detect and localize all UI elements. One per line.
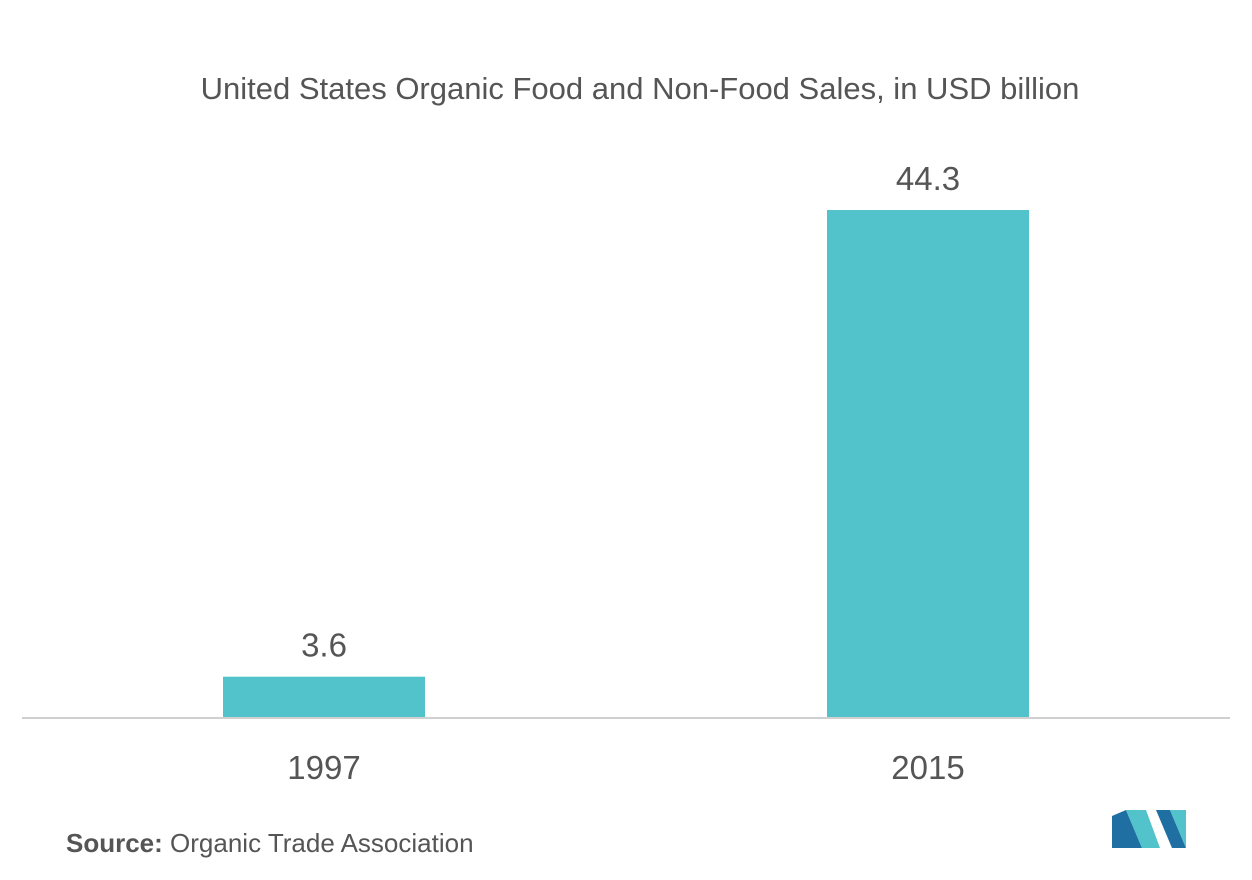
chart-title: United States Organic Food and Non-Food … (201, 71, 1080, 106)
source-text: Organic Trade Association (162, 828, 474, 858)
bar-1997 (223, 676, 425, 718)
source-note: Source: Organic Trade Association (66, 828, 474, 859)
logo-right-accent (1170, 810, 1186, 848)
mordor-intelligence-logo-icon (1112, 810, 1186, 848)
value-label-1997: 3.6 (301, 627, 347, 664)
logo-right-stroke (1156, 810, 1186, 848)
x-tick-labels-group: 1997 2015 (287, 749, 964, 786)
x-tick-label-1997: 1997 (287, 749, 360, 786)
logo-middle-stroke (1126, 810, 1160, 848)
x-tick-label-2015: 2015 (891, 749, 964, 786)
value-labels-group: 3.6 44.3 (301, 160, 960, 664)
logo-left-stroke (1112, 810, 1142, 848)
source-prefix: Source: (66, 828, 163, 858)
bar-2015 (827, 210, 1029, 718)
value-label-2015: 44.3 (896, 160, 960, 197)
bars-group (223, 210, 1029, 718)
